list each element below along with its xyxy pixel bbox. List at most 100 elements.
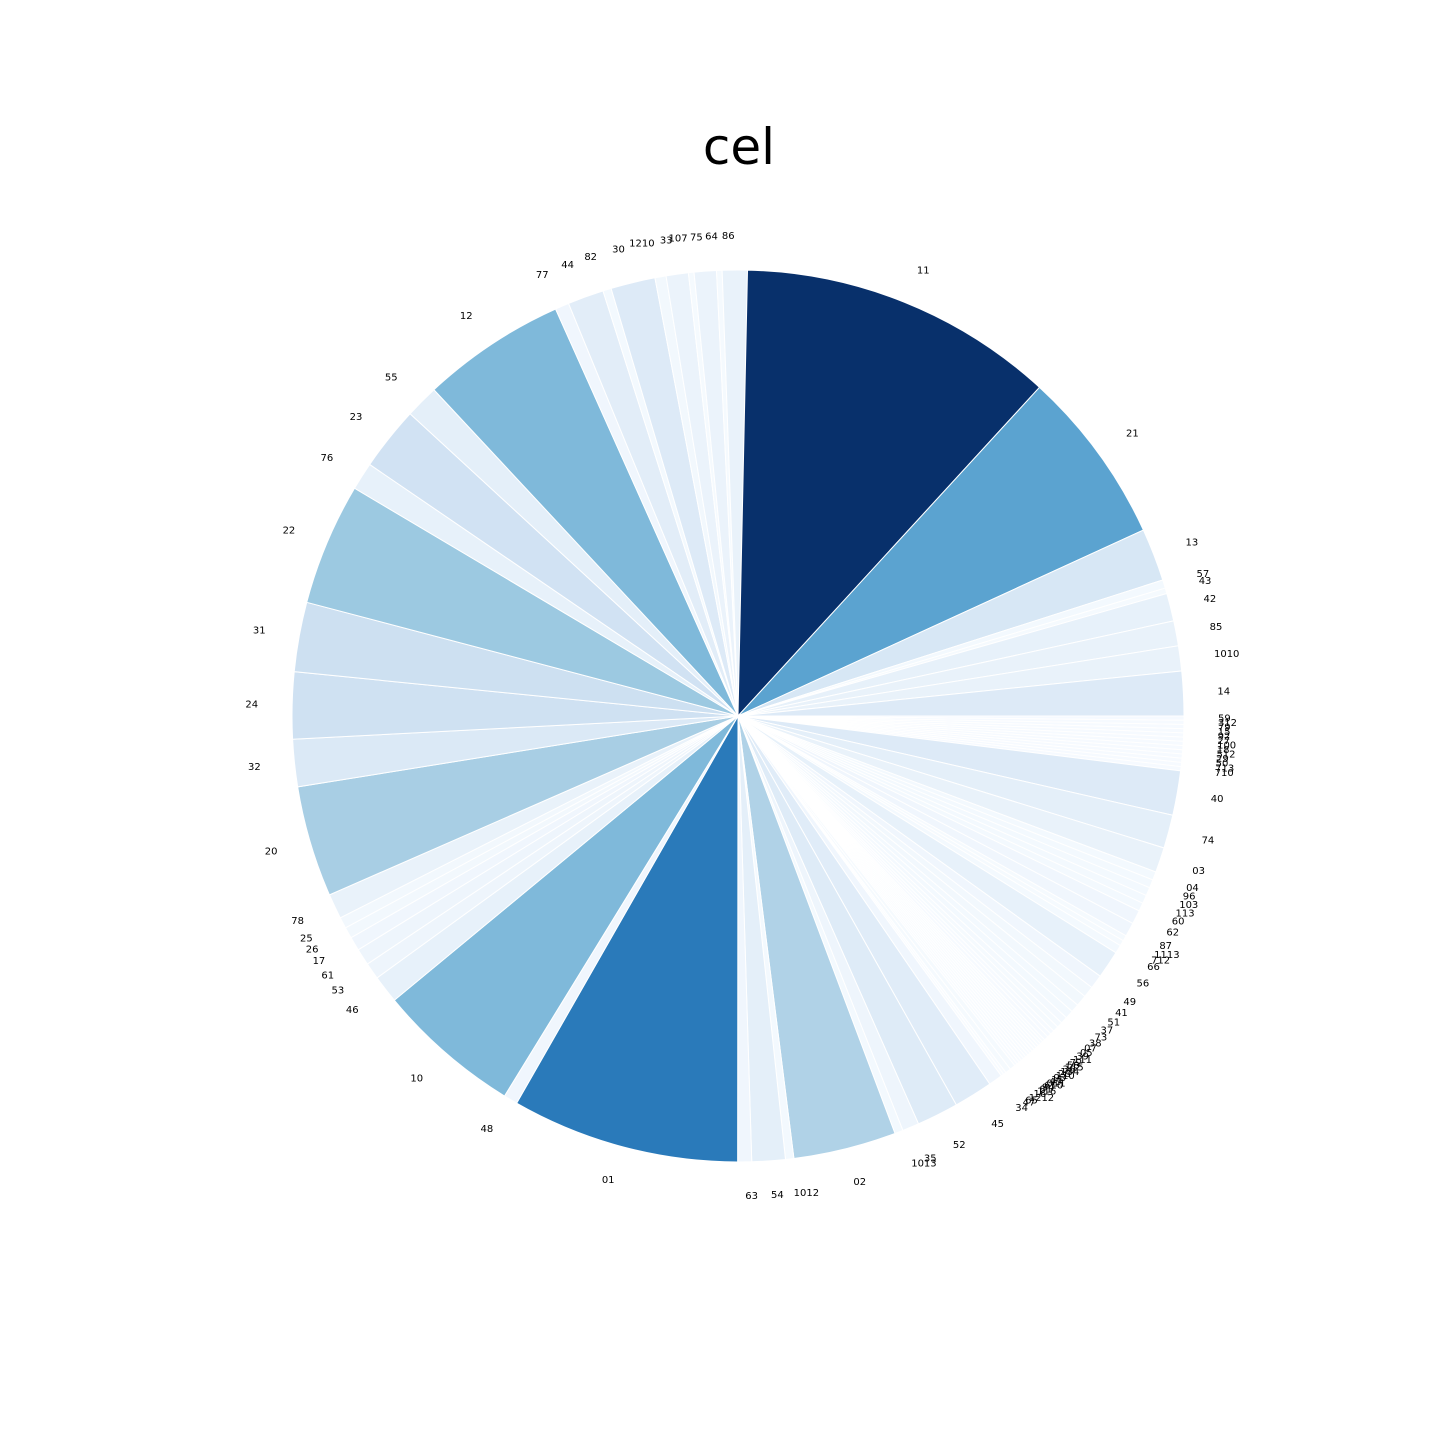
slice-label-25: 25: [300, 934, 313, 945]
slice-label-13: 13: [1186, 537, 1199, 548]
slice-label-03: 03: [1192, 866, 1205, 877]
slice-label-96: 96: [1183, 892, 1196, 903]
slice-label-65: 65: [1025, 1096, 1038, 1107]
slice-label-110: 110: [1056, 1071, 1075, 1082]
slice-label-01: 01: [602, 1175, 615, 1186]
slice-label-44: 44: [561, 260, 574, 271]
slice-label-50: 50: [1216, 759, 1229, 770]
slice-label-011: 011: [1047, 1079, 1066, 1090]
slice-label-36: 36: [1062, 1065, 1075, 1076]
slice-label-14: 14: [1217, 687, 1230, 698]
slice-label-116: 116: [1037, 1086, 1056, 1097]
slice-label-79: 79: [1218, 722, 1231, 733]
slice-label-86: 86: [722, 231, 735, 242]
slice-label-93: 93: [1053, 1073, 1066, 1084]
slice-label-20: 20: [265, 846, 278, 857]
slice-label-40: 40: [1211, 794, 1224, 805]
slice-label-113: 113: [1176, 908, 1195, 919]
slice-label-28: 28: [1058, 1069, 1071, 1080]
slice-label-1212: 1212: [1029, 1093, 1054, 1104]
pie-slices: [291, 269, 1185, 1163]
slice-label-52: 52: [953, 1140, 966, 1151]
slice-label-78: 78: [291, 916, 304, 927]
slice-label-54: 54: [771, 1190, 784, 1201]
slice-label-26: 26: [306, 944, 319, 955]
slice-label-11: 11: [1051, 1075, 1064, 1086]
slice-label-712: 712: [1151, 955, 1170, 966]
slice-label-16: 16: [1034, 1089, 1047, 1100]
slice-label-27: 27: [1217, 736, 1230, 747]
slice-label-24: 24: [245, 700, 258, 711]
slice-label-94: 94: [1042, 1083, 1055, 1094]
slice-label-77: 77: [536, 270, 549, 281]
slice-label-23: 23: [350, 412, 363, 423]
slice-label-49: 49: [1123, 997, 1136, 1008]
slice-label-35: 35: [924, 1154, 937, 1165]
slice-label-53: 53: [331, 985, 344, 996]
slice-label-92: 92: [1218, 731, 1231, 742]
slice-label-610: 610: [1044, 1081, 1063, 1092]
pie-slice-10: [393, 715, 739, 1097]
slice-label-31: 31: [253, 626, 266, 637]
slice-label-111: 111: [1073, 1055, 1092, 1066]
slice-label-81: 81: [1039, 1085, 1052, 1096]
slice-label-74: 74: [1202, 836, 1215, 847]
slice-label-63: 63: [745, 1191, 758, 1202]
pie-slice-21: [737, 386, 1145, 717]
slice-label-312: 312: [1218, 718, 1237, 729]
slice-label-12: 12: [460, 311, 473, 322]
slice-label-45: 45: [991, 1119, 1004, 1130]
slice-label-05: 05: [1080, 1048, 1093, 1059]
slice-label-22: 22: [283, 525, 296, 536]
slice-label-34: 34: [1015, 1103, 1028, 1114]
slice-label-66: 66: [1147, 962, 1160, 973]
slice-label-62: 62: [1166, 928, 1179, 939]
slice-label-73: 73: [1095, 1032, 1108, 1043]
slice-label-29: 29: [1216, 754, 1229, 765]
slice-label-10: 10: [410, 1073, 423, 1084]
slice-label-107: 107: [669, 234, 688, 245]
slice-label-57: 57: [1197, 569, 1210, 580]
slice-label-100: 100: [1217, 741, 1236, 752]
slice-label-32: 32: [248, 762, 261, 773]
slice-label-43: 43: [1199, 576, 1212, 587]
slice-label-60: 60: [1172, 917, 1185, 928]
slice-label-713: 713: [1215, 763, 1234, 774]
slice-label-82: 82: [584, 252, 597, 263]
pie-slice-14: [737, 670, 1185, 717]
slice-label-11: 11: [917, 266, 930, 277]
slice-label-1012: 1012: [794, 1188, 819, 1199]
slice-label-33: 33: [660, 235, 673, 246]
slice-label-48: 48: [480, 1124, 493, 1135]
slice-label-56: 56: [1136, 979, 1149, 990]
slice-label-39: 39: [1076, 1052, 1089, 1063]
pie-slice-01: [515, 714, 739, 1163]
slice-label-58: 58: [1067, 1061, 1080, 1072]
slice-label-72: 72: [1070, 1058, 1083, 1069]
slice-label-47: 47: [1023, 1097, 1036, 1108]
slice-label-85: 85: [1210, 622, 1223, 633]
slice-label-07: 07: [1084, 1044, 1097, 1055]
slice-label-61: 61: [321, 970, 334, 981]
slice-label-30: 30: [612, 245, 625, 256]
slice-label-38: 38: [1089, 1039, 1102, 1050]
slice-label-55: 55: [385, 373, 398, 384]
slice-label-115: 115: [1065, 1063, 1084, 1074]
slice-label-1113: 1113: [1154, 950, 1179, 961]
pie-slice-11: [737, 269, 1041, 718]
slice-label-02: 02: [853, 1177, 866, 1188]
slice-label-42: 42: [1203, 594, 1216, 605]
slice-label-43: 43: [1049, 1077, 1062, 1088]
slice-label-41: 41: [1115, 1008, 1128, 1019]
slice-label-64: 64: [705, 231, 718, 242]
slice-label-1013: 1013: [911, 1159, 936, 1170]
slice-label-87: 87: [1159, 941, 1172, 952]
slice-labels: 5931279159227100185122950713710407403049…: [245, 231, 1239, 1202]
slice-label-75: 75: [690, 232, 703, 243]
slice-label-51: 51: [1107, 1017, 1120, 1028]
slice-label-1010: 1010: [1214, 649, 1239, 660]
slice-label-04: 04: [1186, 883, 1199, 894]
slice-label-134: 134: [1060, 1067, 1079, 1078]
slice-label-21: 21: [1126, 428, 1139, 439]
